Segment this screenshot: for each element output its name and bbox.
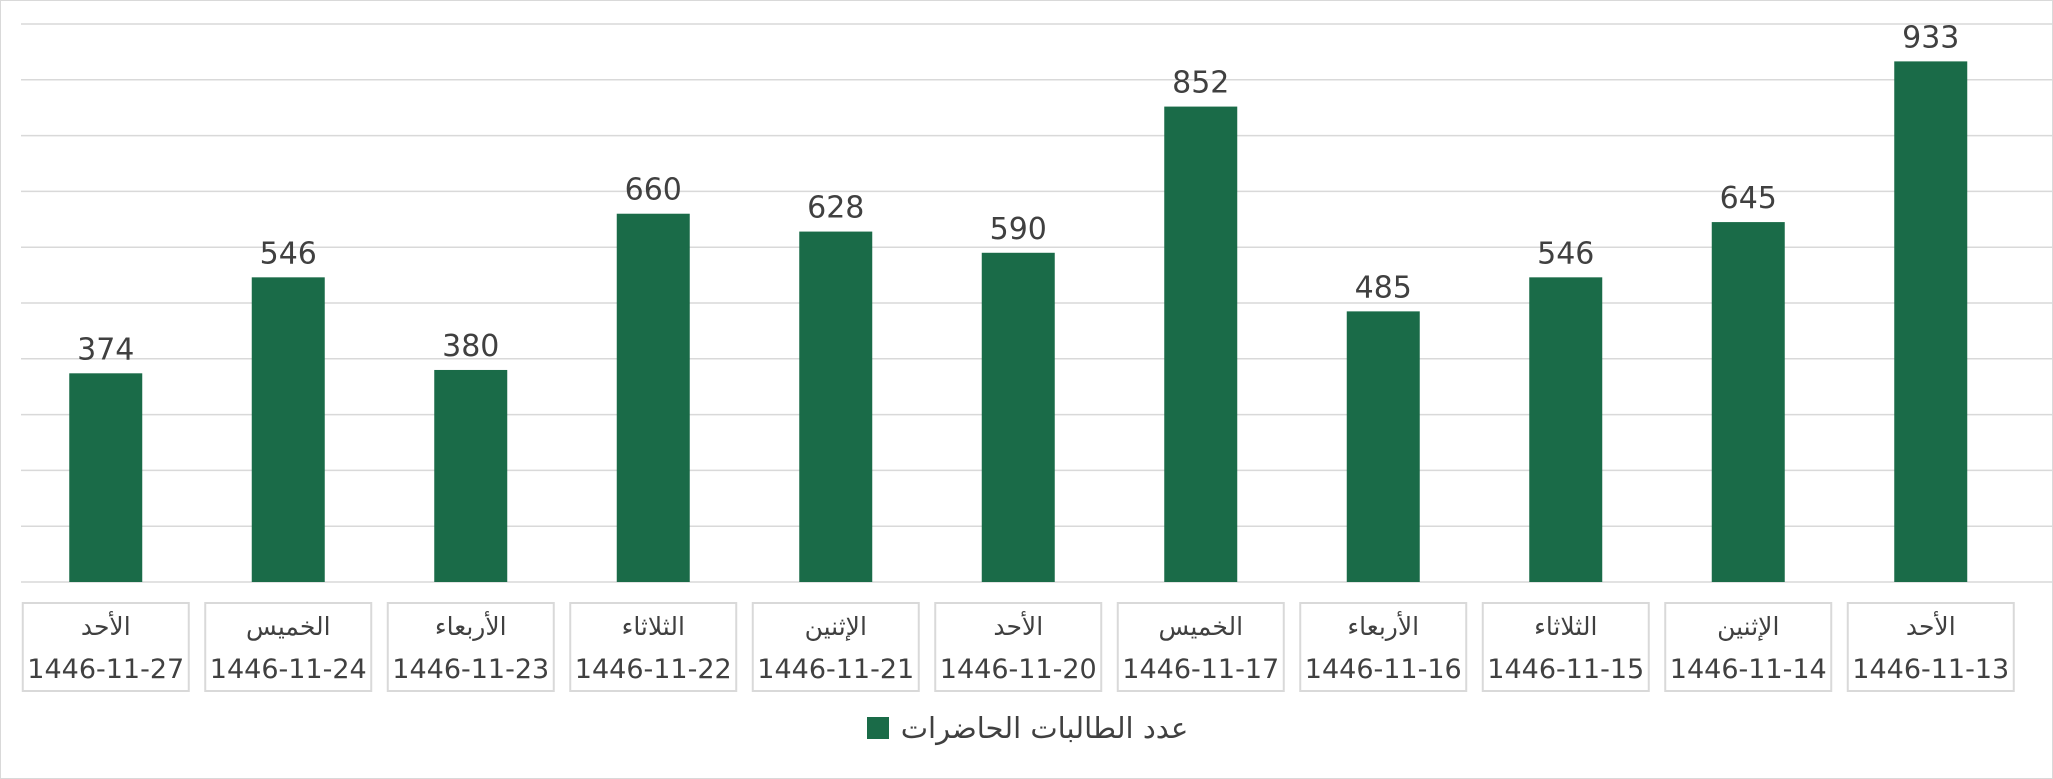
tick-label-day: الإثنين bbox=[1717, 612, 1779, 641]
tick-label-day: الأربعاء bbox=[1347, 610, 1419, 641]
category-box bbox=[21, 602, 190, 692]
tick-label-day: الإثنين bbox=[805, 612, 867, 641]
category-box bbox=[569, 602, 738, 692]
category-box bbox=[386, 602, 555, 692]
data-label: 546 bbox=[260, 236, 317, 271]
data-label: 546 bbox=[1537, 236, 1594, 271]
tick-label-date: 1446-11-15 bbox=[1487, 654, 1644, 685]
tick-label-date: 1446-11-22 bbox=[575, 654, 732, 685]
bars bbox=[69, 61, 1968, 583]
data-label: 628 bbox=[807, 191, 864, 226]
category-box bbox=[1664, 602, 1833, 692]
bar bbox=[1529, 277, 1603, 582]
tick-label-day: الأربعاء bbox=[435, 610, 507, 641]
bar bbox=[69, 373, 143, 582]
legend-label: عدد الطالبات الحاضرات bbox=[900, 711, 1189, 745]
category-box bbox=[204, 602, 373, 692]
data-label: 660 bbox=[625, 173, 682, 208]
category-box bbox=[1116, 602, 1285, 692]
tick-label-date: 1446-11-20 bbox=[940, 654, 1097, 685]
data-label: 590 bbox=[990, 212, 1047, 247]
tick-label-day: الأحد bbox=[1906, 610, 1956, 641]
category-box bbox=[934, 602, 1103, 692]
bar bbox=[799, 231, 873, 583]
tick-label-day: الثلاثاء bbox=[622, 612, 685, 641]
tick-label-date: 1446-11-14 bbox=[1670, 654, 1827, 685]
bar bbox=[1164, 106, 1238, 583]
bar bbox=[251, 277, 325, 582]
tick-label-day: الثلاثاء bbox=[1534, 612, 1597, 641]
tick-label-day: الخميس bbox=[1158, 612, 1243, 641]
category-box bbox=[751, 602, 920, 692]
bar bbox=[616, 213, 690, 582]
bar bbox=[1894, 61, 1968, 583]
bar bbox=[1346, 311, 1420, 582]
legend: عدد الطالبات الحاضرات bbox=[1, 711, 2053, 745]
tick-label-day: الأحد bbox=[81, 610, 131, 641]
category-box bbox=[1846, 602, 2015, 692]
data-label: 852 bbox=[1172, 66, 1229, 101]
data-label: 374 bbox=[77, 332, 134, 367]
tick-label-date: 1446-11-23 bbox=[392, 654, 549, 685]
category-axis: الأحد 1446-11-13 الإثنين 1446-11-14 الثلاثاء… bbox=[21, 602, 2015, 692]
category-box bbox=[1299, 602, 1468, 692]
tick-label-day: الأحد bbox=[993, 610, 1043, 641]
bar bbox=[434, 369, 508, 582]
bar-chart: 933 645 546 485 852 590 628 660 380 546 374 الأحد 1… bbox=[21, 20, 2053, 692]
tick-label-date: 1446-11-13 bbox=[1852, 654, 2009, 685]
data-label: 645 bbox=[1720, 181, 1777, 216]
category-box bbox=[1481, 602, 1650, 692]
legend-swatch bbox=[866, 717, 889, 739]
tick-label-date: 1446-11-17 bbox=[1122, 654, 1279, 685]
data-label: 933 bbox=[1902, 20, 1959, 55]
data-labels: 933 645 546 485 852 590 628 660 380 546 374 bbox=[77, 20, 1959, 367]
tick-label-date: 1446-11-21 bbox=[757, 654, 914, 685]
data-label: 485 bbox=[1355, 270, 1412, 305]
data-label: 380 bbox=[442, 329, 499, 364]
tick-label-date: 1446-11-16 bbox=[1305, 654, 1462, 685]
tick-label-day: الخميس bbox=[246, 612, 331, 641]
bar bbox=[981, 252, 1055, 582]
tick-label-date: 1446-11-27 bbox=[27, 654, 184, 685]
bar bbox=[1711, 222, 1785, 582]
tick-label-date: 1446-11-24 bbox=[210, 654, 367, 685]
